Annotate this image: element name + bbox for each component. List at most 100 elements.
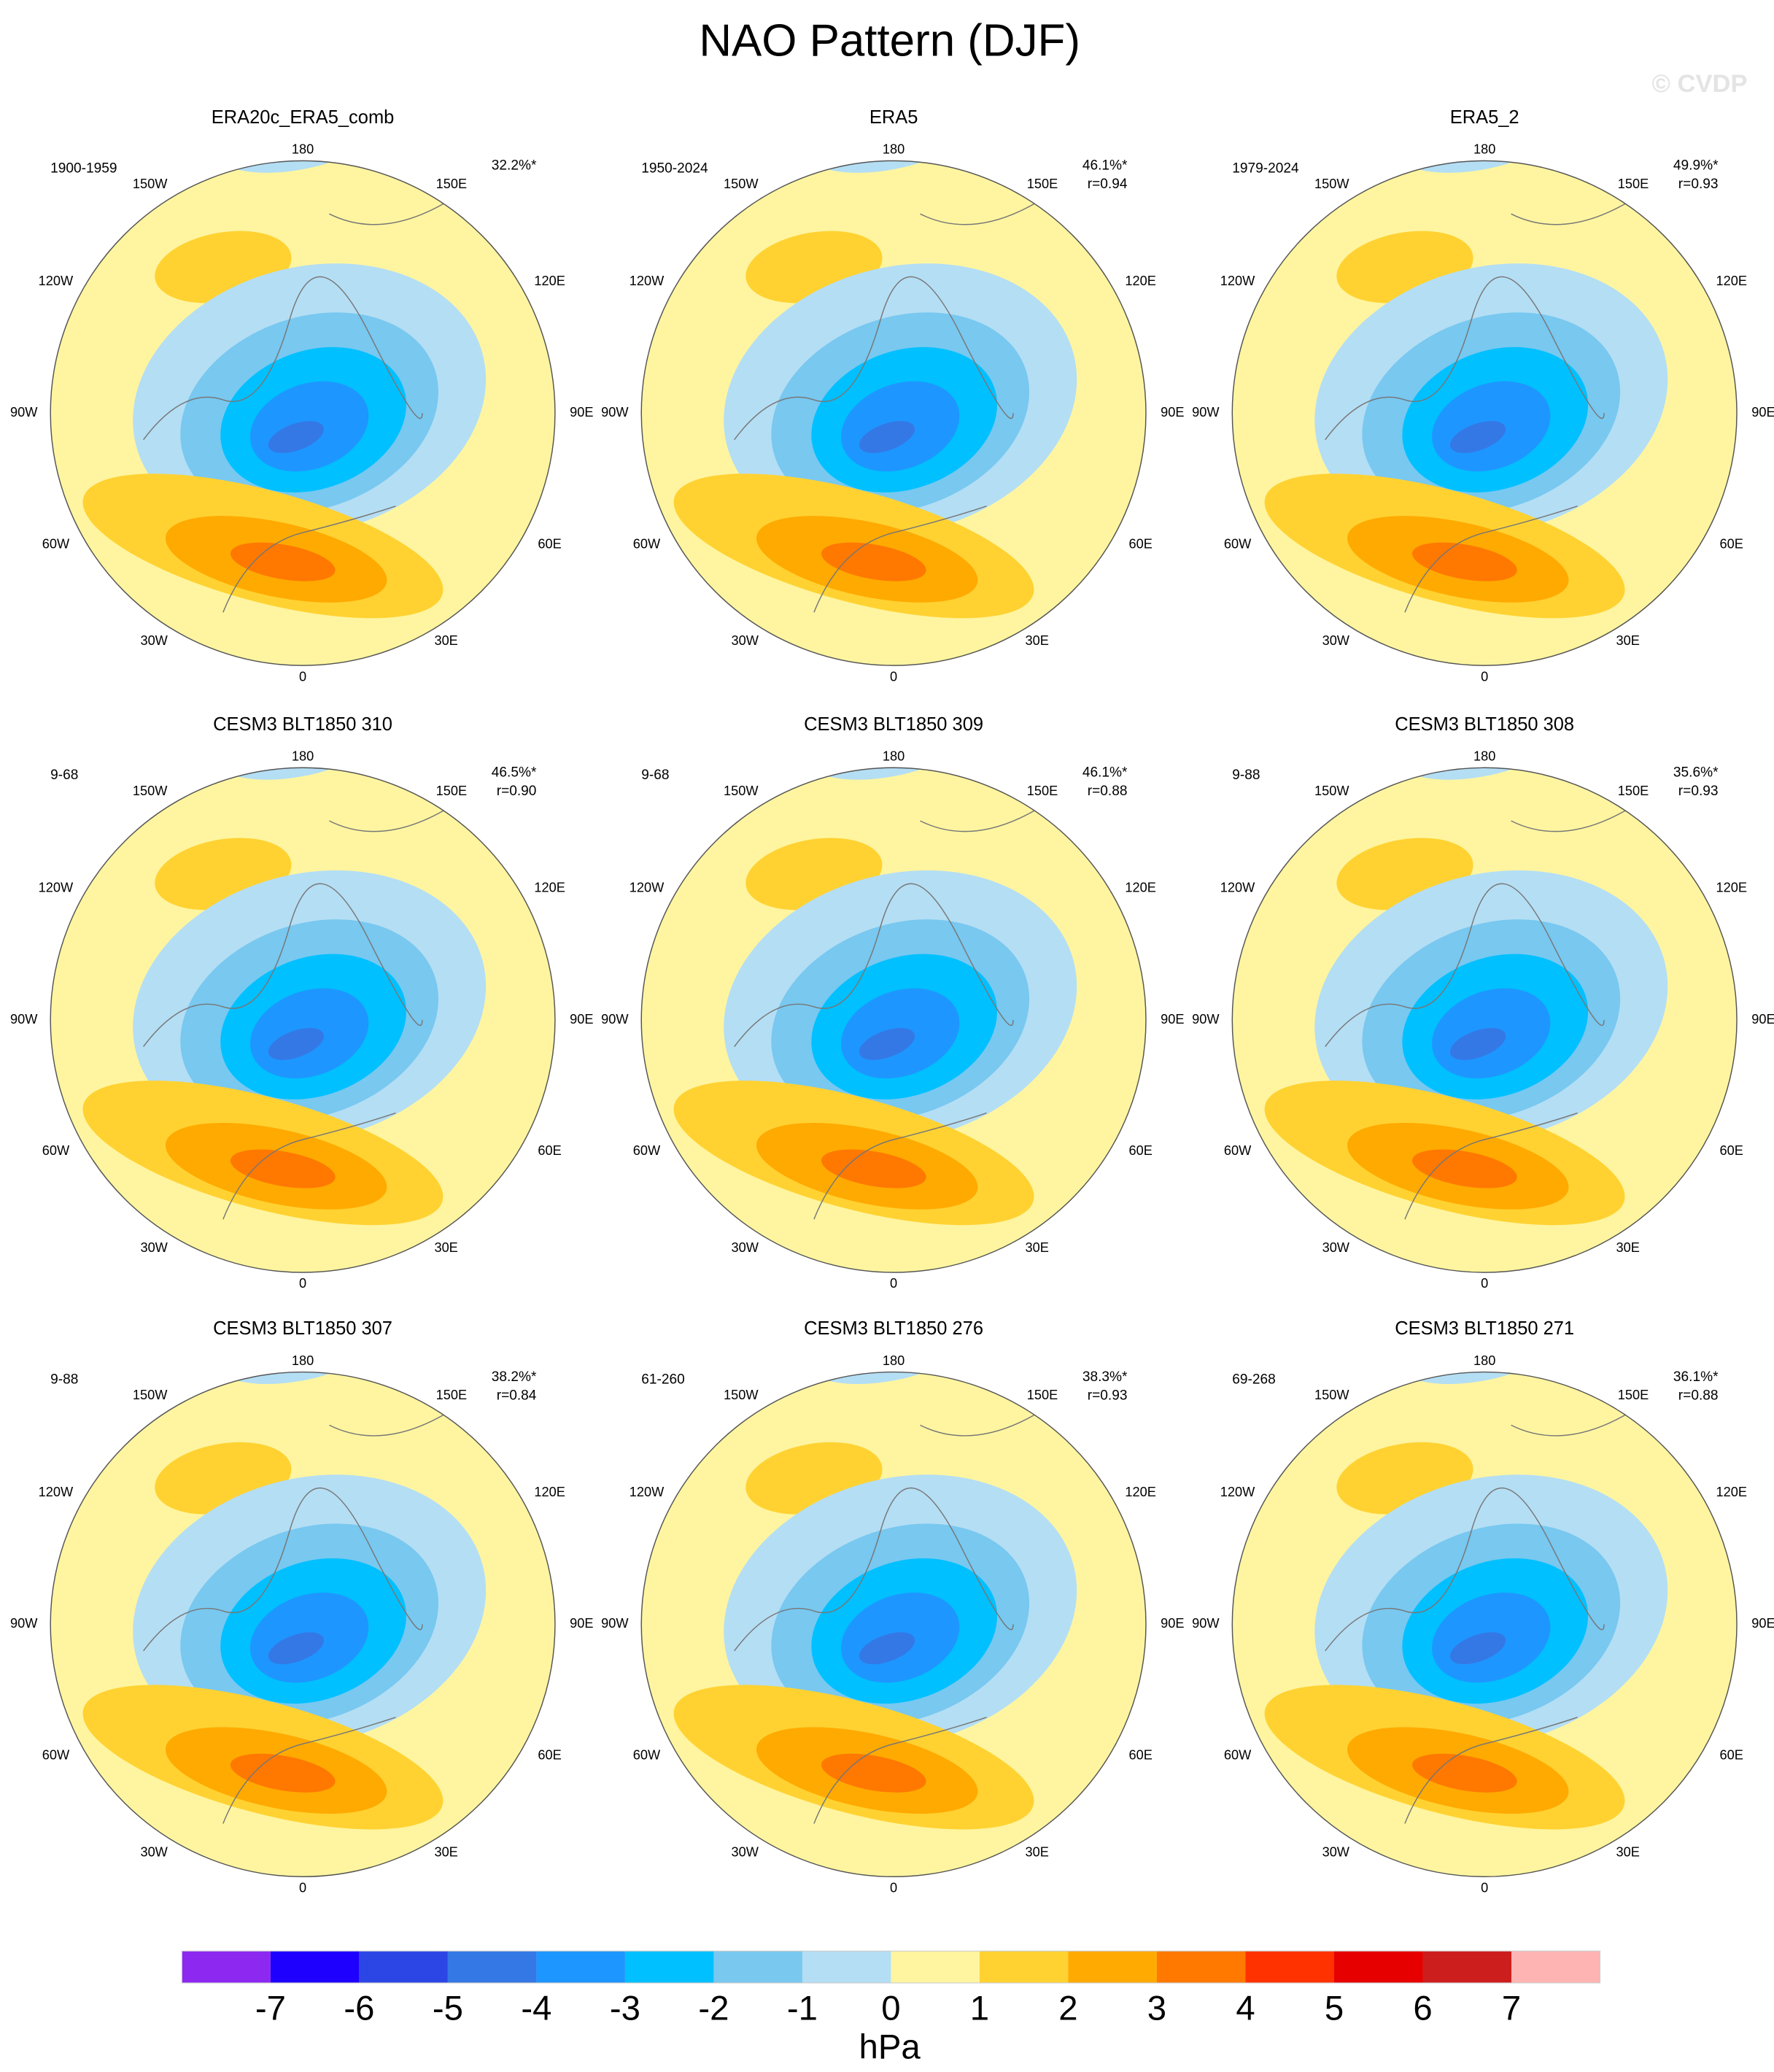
panel-title: ERA5_2 [1450, 107, 1519, 128]
longitude-label: 120W [39, 1485, 74, 1499]
longitude-label: 90W [10, 1616, 38, 1631]
panel-title: CESM3 BLT1850 308 [1395, 714, 1574, 735]
longitude-label: 90W [1192, 1012, 1220, 1027]
longitude-label: 30E [1026, 633, 1049, 648]
color-box [1334, 1951, 1423, 1983]
pressure-contour [1449, 1028, 1506, 1060]
explained-variance: 46.1%* [1082, 158, 1128, 174]
years: 9-68 [641, 768, 669, 783]
color-box [359, 1951, 448, 1983]
longitude-label: 180 [292, 1353, 314, 1368]
map-border [1231, 1371, 1738, 1878]
map-field [1232, 1372, 1738, 1877]
longitude-label: 30W [732, 633, 759, 648]
longitude-label: 150W [1314, 784, 1349, 798]
map-panel: ERA5_2 1979-2024 49.9%* r=0.93 180 150E 120E 90… [1192, 107, 1774, 684]
longitude-label: 90E [1161, 405, 1184, 420]
longitude-label: 120E [1716, 1485, 1747, 1499]
longitude-label: 150E [436, 1388, 467, 1402]
colorbar-tick-label: 1 [970, 1990, 989, 2028]
pressure-contour [268, 1632, 325, 1665]
map-field [50, 161, 555, 666]
map-border [1231, 160, 1738, 666]
pressure-contour [230, 1149, 336, 1188]
longitude-label: 60E [538, 536, 561, 551]
explained-variance: 35.6%* [1673, 765, 1719, 781]
longitude-label: 60E [1720, 1747, 1743, 1762]
longitude-label: 150E [1027, 177, 1058, 191]
years: 9-88 [1232, 768, 1260, 783]
map-field [641, 1372, 1146, 1877]
explained-variance: 38.3%* [1082, 1369, 1128, 1385]
longitude-label: 180 [1473, 749, 1495, 764]
longitude-label: 60W [42, 536, 70, 551]
longitude-label: 0 [299, 1276, 306, 1291]
longitude-label: 120W [630, 274, 665, 288]
longitude-label: 180 [883, 142, 905, 157]
pressure-contour [1449, 421, 1506, 453]
longitude-label: 90E [1751, 1012, 1774, 1027]
years: 1979-2024 [1232, 161, 1299, 176]
longitude-label: 0 [1481, 1276, 1488, 1291]
longitude-label: 150E [1618, 784, 1649, 798]
colorbar-tick-label: 3 [1147, 1990, 1166, 2028]
longitude-label: 60W [1224, 1143, 1252, 1158]
explained-variance: 36.1%* [1673, 1369, 1719, 1385]
longitude-label: 0 [890, 669, 897, 684]
longitude-label: 90W [601, 1012, 629, 1027]
pattern-correlation: r=0.93 [1678, 784, 1719, 799]
longitude-label: 0 [890, 1276, 897, 1291]
longitude-label: 30E [1616, 633, 1640, 648]
watermark: © CVDP [1651, 70, 1747, 98]
longitude-label: 150W [1314, 1388, 1349, 1402]
longitude-label: 60W [42, 1143, 70, 1158]
panel-title: CESM3 BLT1850 307 [213, 1318, 392, 1339]
longitude-label: 30W [140, 1240, 168, 1255]
map-panel: CESM3 BLT1850 308 9-88 35.6%* r=0.93 180 150E… [1192, 714, 1774, 1291]
years: 1950-2024 [641, 161, 708, 176]
longitude-label: 120W [39, 274, 74, 288]
longitude-label: 30W [140, 1844, 168, 1859]
colorbar-tick-label: -6 [344, 1990, 374, 2028]
map-border [640, 767, 1147, 1273]
longitude-label: 120W [1220, 274, 1255, 288]
longitude-label: 0 [890, 1880, 897, 1895]
longitude-label: 120W [630, 881, 665, 895]
pressure-contour [859, 1632, 915, 1665]
longitude-label: 90W [601, 405, 629, 420]
longitude-label: 120E [1125, 1485, 1155, 1499]
longitude-label: 90W [601, 1616, 629, 1631]
color-box [536, 1951, 625, 1983]
color-box [1511, 1951, 1600, 1983]
longitude-label: 0 [1481, 1880, 1488, 1895]
map-panel: ERA5 1950-2024 46.1%* r=0.94 180 150E 120E 90E 6… [601, 107, 1184, 684]
longitude-label: 60E [1129, 536, 1153, 551]
longitude-label: 60W [1224, 1747, 1252, 1762]
longitude-label: 150E [1618, 177, 1649, 191]
years: 69-268 [1232, 1372, 1276, 1388]
colorbar-tick-label: 7 [1502, 1990, 1521, 2028]
longitude-label: 150E [1618, 1388, 1649, 1402]
longitude-label: 150W [133, 1388, 168, 1402]
pattern-correlation: r=0.94 [1088, 177, 1128, 192]
map-panel: CESM3 BLT1850 309 9-68 46.1%* r=0.88 180 150E… [601, 714, 1184, 1291]
color-box [182, 1951, 271, 1983]
longitude-label: 90E [570, 1012, 593, 1027]
longitude-label: 30W [732, 1240, 759, 1255]
longitude-label: 30E [434, 633, 457, 648]
color-box [447, 1951, 537, 1983]
colorbar-tick-label: -2 [698, 1990, 729, 2028]
longitude-label: 90W [1192, 405, 1220, 420]
longitude-label: 60E [538, 1143, 561, 1158]
longitude-label: 0 [299, 669, 306, 684]
longitude-label: 180 [883, 1353, 905, 1368]
pressure-contour [1412, 1149, 1517, 1188]
longitude-label: 90E [1751, 405, 1774, 420]
colorbar-tick-label: -3 [610, 1990, 640, 2028]
map-border [50, 160, 556, 666]
longitude-label: 30W [140, 633, 168, 648]
longitude-label: 120E [1125, 881, 1155, 895]
colorbar-tick-label: -5 [433, 1990, 463, 2028]
pressure-contour [1449, 1632, 1506, 1665]
longitude-label: 30W [732, 1844, 759, 1859]
